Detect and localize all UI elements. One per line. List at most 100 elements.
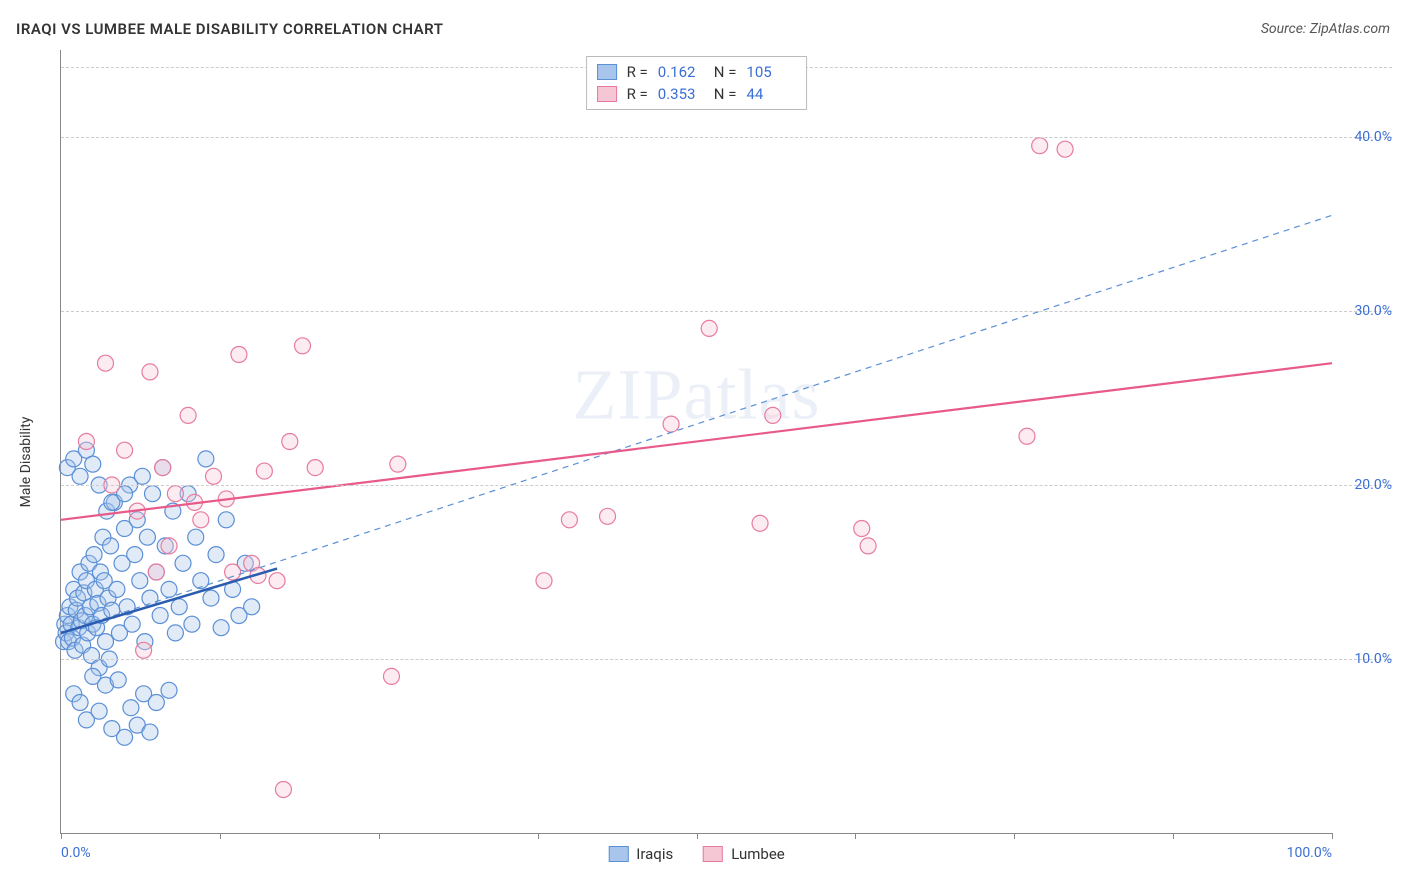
plot-area: ZIPatlas R = 0.162 N = 105 R = 0.353 N =… <box>60 50 1332 834</box>
scatter-point <box>193 573 209 589</box>
scatter-point <box>86 547 102 563</box>
gridline <box>61 659 1392 660</box>
scatter-point <box>136 642 152 658</box>
scatter-point <box>171 599 187 615</box>
scatter-point <box>103 538 119 554</box>
x-tick-label: 0.0% <box>61 845 91 861</box>
scatter-point <box>167 625 183 641</box>
stats-row: R = 0.162 N = 105 <box>597 61 793 83</box>
scatter-point <box>307 460 323 476</box>
scatter-point <box>198 451 214 467</box>
stats-legend-box: R = 0.162 N = 105 R = 0.353 N = 44 <box>586 56 808 110</box>
x-tick <box>220 833 221 839</box>
scatter-point <box>97 355 113 371</box>
scatter-point <box>78 434 94 450</box>
stats-row: R = 0.353 N = 44 <box>597 83 793 105</box>
scatter-point <box>161 538 177 554</box>
x-tick <box>61 833 62 839</box>
y-tick-label: 20.0% <box>1336 477 1392 493</box>
scatter-plot-svg <box>61 50 1332 833</box>
scatter-point <box>600 508 616 524</box>
scatter-point <box>193 512 209 528</box>
scatter-point <box>110 672 126 688</box>
scatter-point <box>256 463 272 479</box>
scatter-point <box>148 564 164 580</box>
scatter-point <box>148 695 164 711</box>
scatter-point <box>155 460 171 476</box>
scatter-point <box>145 486 161 502</box>
scatter-point <box>72 695 88 711</box>
scatter-point <box>139 529 155 545</box>
x-tick <box>538 833 539 839</box>
stat-label: R = <box>627 61 648 83</box>
scatter-point <box>244 599 260 615</box>
scatter-point <box>91 703 107 719</box>
scatter-point <box>132 573 148 589</box>
scatter-point <box>701 320 717 336</box>
scatter-point <box>167 486 183 502</box>
scatter-point <box>123 700 139 716</box>
x-tick <box>1332 833 1333 839</box>
scatter-point <box>175 555 191 571</box>
swatch-icon <box>597 64 617 80</box>
y-tick-label: 10.0% <box>1336 651 1392 667</box>
trendline <box>61 363 1332 520</box>
scatter-point <box>663 416 679 432</box>
stat-label: R = <box>627 83 648 105</box>
scatter-point <box>269 573 285 589</box>
stat-label: N = <box>714 61 737 83</box>
scatter-point <box>208 547 224 563</box>
y-tick-label: 40.0% <box>1336 129 1392 145</box>
stat-value-n: 105 <box>746 61 792 83</box>
scatter-point <box>206 468 222 484</box>
scatter-point <box>282 434 298 450</box>
scatter-point <box>752 515 768 531</box>
x-tick <box>855 833 856 839</box>
legend-label: Lumbee <box>731 845 785 863</box>
scatter-point <box>390 456 406 472</box>
scatter-point <box>142 364 158 380</box>
scatter-point <box>117 729 133 745</box>
scatter-point <box>152 608 168 624</box>
scatter-point <box>161 581 177 597</box>
scatter-point <box>85 456 101 472</box>
legend-label: Iraqis <box>636 845 673 863</box>
scatter-point <box>561 512 577 528</box>
legend-item: Lumbee <box>703 845 785 863</box>
scatter-point <box>231 347 247 363</box>
trendline-dashed <box>61 215 1332 633</box>
y-tick-label: 30.0% <box>1336 303 1392 319</box>
scatter-point <box>203 590 219 606</box>
scatter-point <box>134 468 150 484</box>
x-tick <box>1173 833 1174 839</box>
scatter-point <box>180 407 196 423</box>
scatter-point <box>860 538 876 554</box>
x-tick <box>379 833 380 839</box>
x-tick <box>1014 833 1015 839</box>
scatter-point <box>127 547 143 563</box>
scatter-point <box>161 682 177 698</box>
scatter-point <box>854 521 870 537</box>
scatter-point <box>1019 428 1035 444</box>
scatter-point <box>213 620 229 636</box>
scatter-point <box>218 512 234 528</box>
scatter-point <box>72 468 88 484</box>
scatter-point <box>97 634 113 650</box>
scatter-point <box>275 782 291 798</box>
y-axis-label: Male Disability <box>18 417 34 508</box>
scatter-point <box>142 724 158 740</box>
stat-label: N = <box>714 83 737 105</box>
scatter-point <box>536 573 552 589</box>
scatter-point <box>1057 141 1073 157</box>
bottom-legend: Iraqis Lumbee <box>608 845 784 863</box>
scatter-point <box>765 407 781 423</box>
chart-container: Male Disability ZIPatlas R = 0.162 N = 1… <box>34 50 1392 874</box>
gridline <box>61 485 1392 486</box>
scatter-point <box>124 616 140 632</box>
gridline <box>61 137 1392 138</box>
scatter-point <box>109 581 125 597</box>
scatter-point <box>1032 138 1048 154</box>
x-tick <box>697 833 698 839</box>
source-label: Source: ZipAtlas.com <box>1261 21 1390 37</box>
x-tick-label: 100.0% <box>1287 845 1332 861</box>
